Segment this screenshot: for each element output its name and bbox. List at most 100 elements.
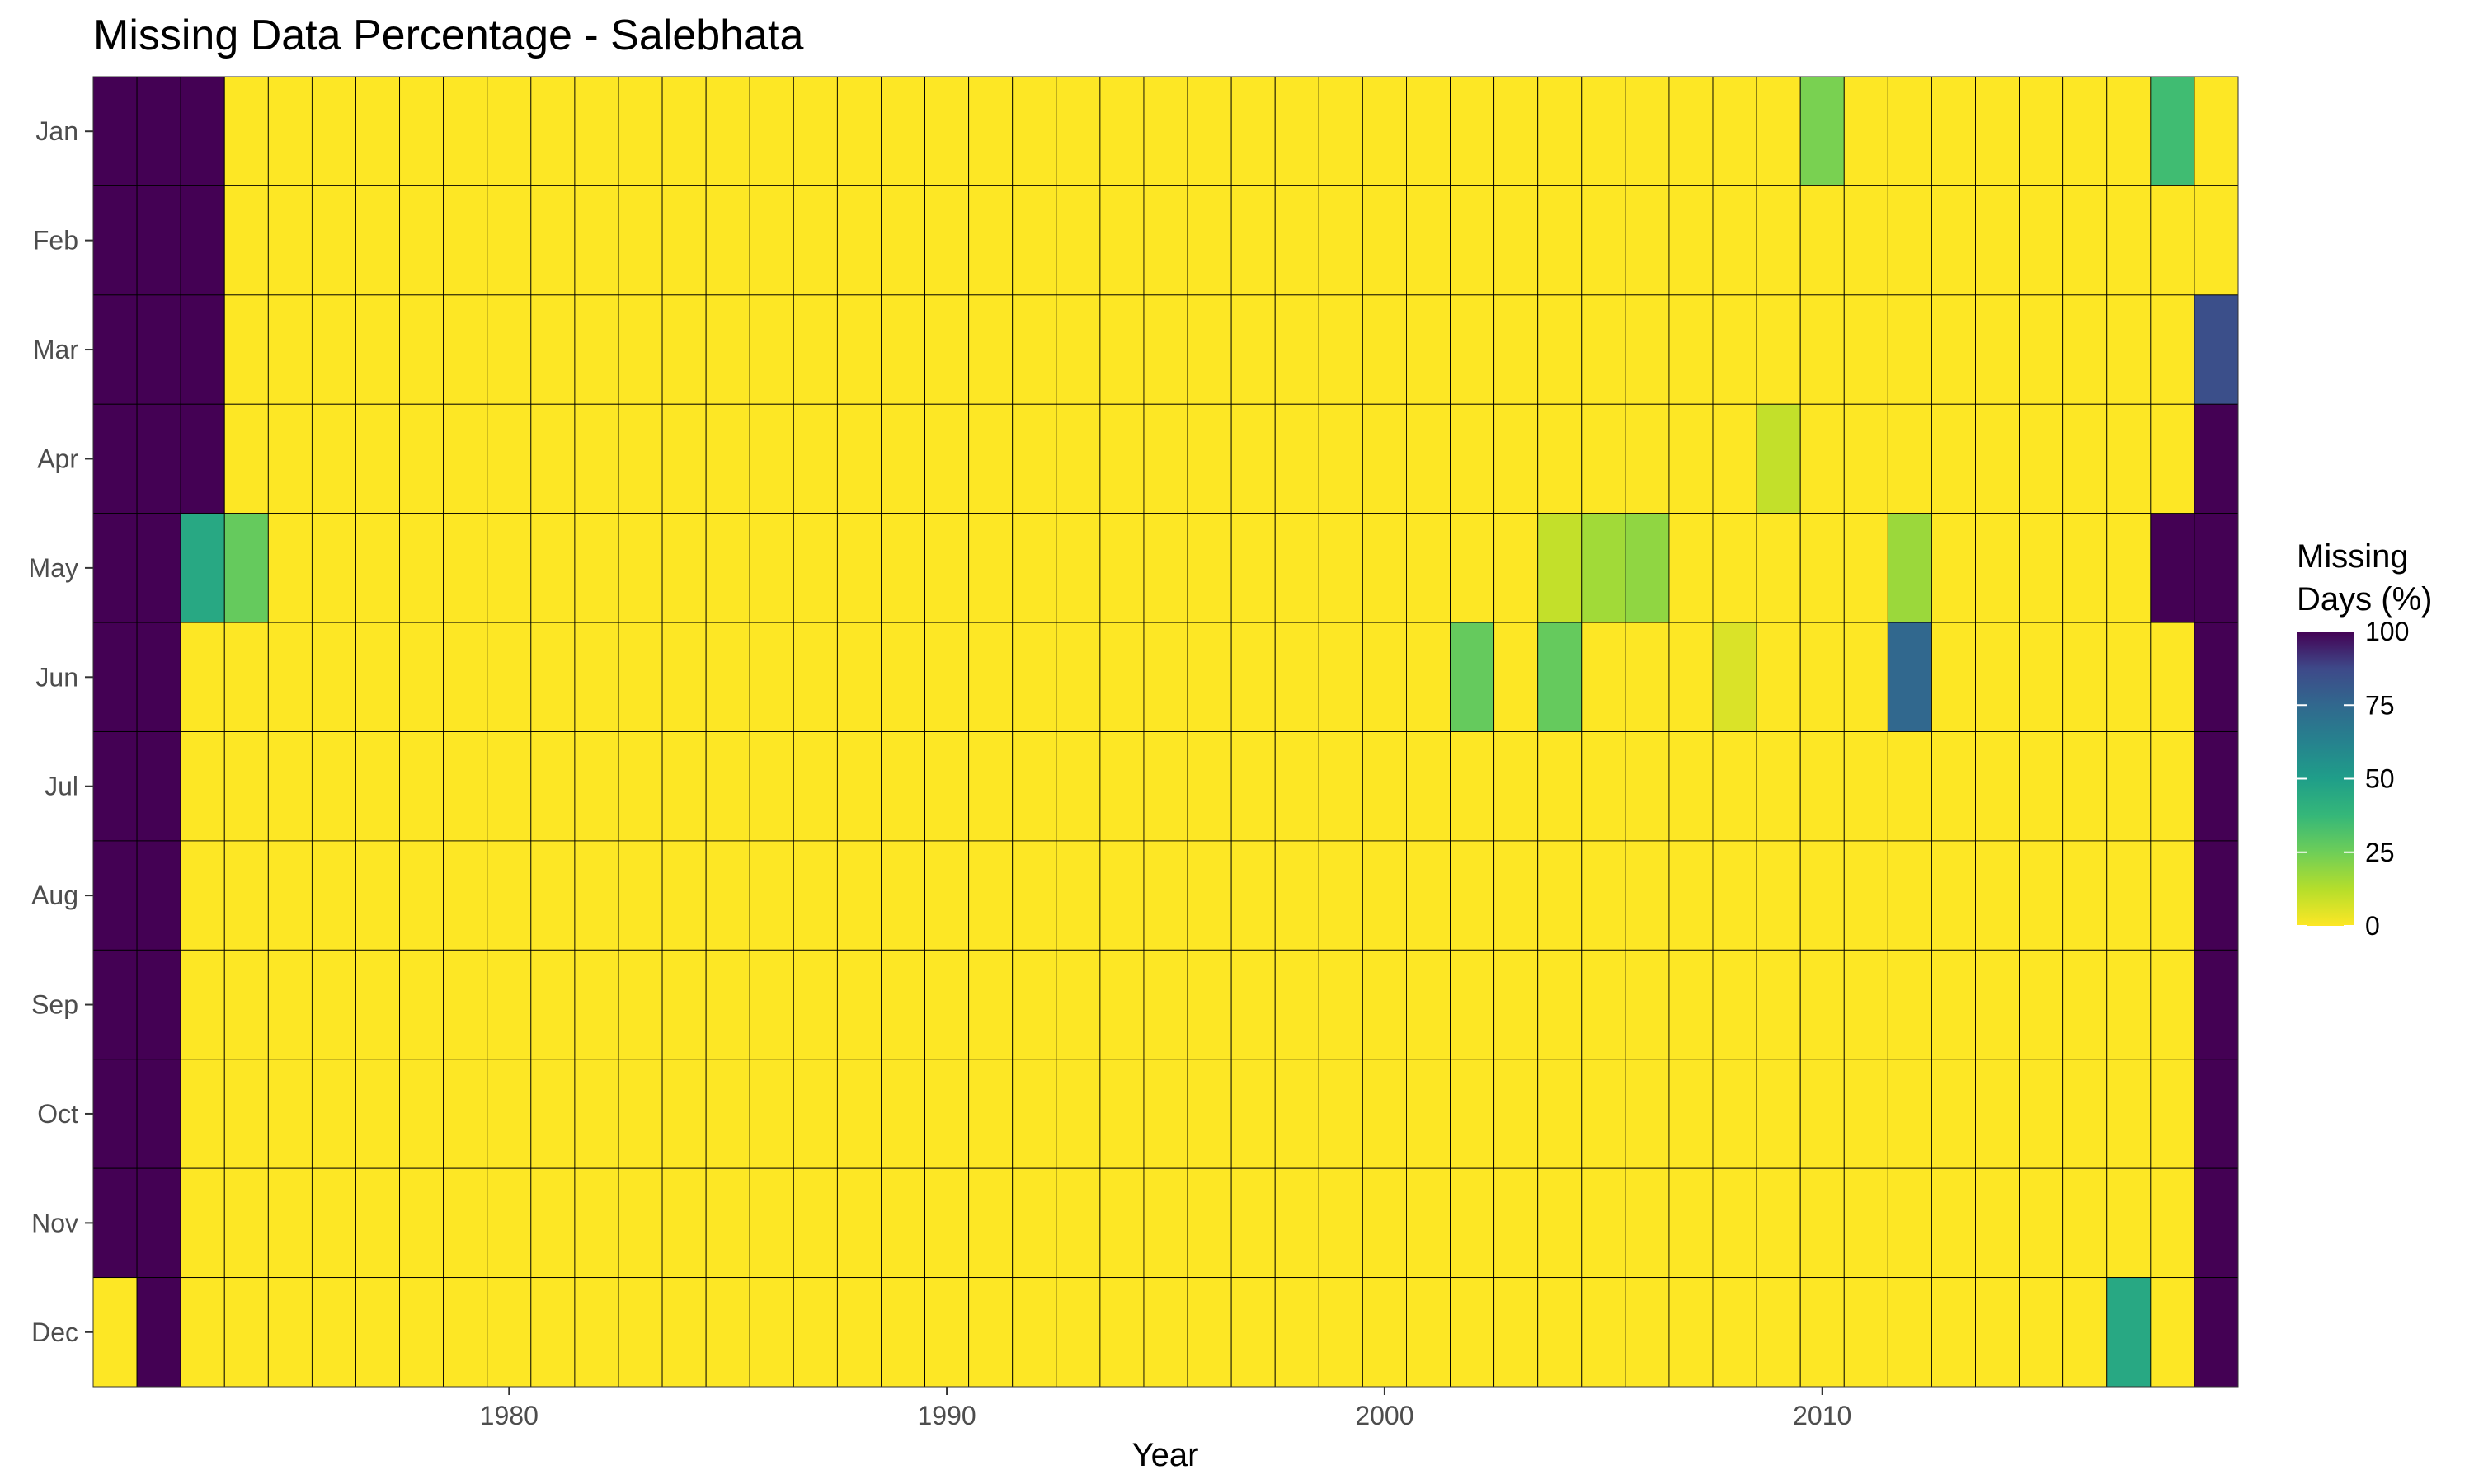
- heatmap-cell: [180, 185, 225, 296]
- heatmap-cell: [1625, 403, 1670, 514]
- heatmap-cell: [399, 185, 444, 296]
- heatmap-cell: [1099, 185, 1145, 296]
- heatmap-cell: [1274, 840, 1319, 951]
- heatmap-cell: [2062, 1167, 2108, 1279]
- heatmap-cell: [661, 1277, 707, 1388]
- heatmap-cell: [1362, 840, 1407, 951]
- heatmap-cell: [1099, 1167, 1145, 1279]
- heatmap-cell: [1668, 1167, 1714, 1279]
- heatmap-cell: [836, 185, 882, 296]
- heatmap-cell: [1318, 513, 1363, 623]
- heatmap-cell: [1799, 76, 1845, 186]
- heatmap-cell: [223, 1167, 269, 1279]
- heatmap-cell: [1668, 949, 1714, 1060]
- heatmap-cell: [443, 949, 488, 1060]
- heatmap-cell: [1450, 1059, 1495, 1169]
- heatmap-cell: [1537, 949, 1583, 1060]
- heatmap-cell: [1450, 1167, 1495, 1279]
- heatmap-cell: [574, 294, 619, 405]
- heatmap-cell: [355, 76, 401, 186]
- heatmap-cell: [1274, 1167, 1319, 1279]
- heatmap-cell: [1056, 1167, 1101, 1279]
- heatmap-cell: [1843, 185, 1888, 296]
- heatmap-cell: [1581, 949, 1626, 1060]
- heatmap-cell: [1537, 731, 1583, 842]
- x-tick-label: 1990: [917, 1401, 976, 1430]
- heatmap-cell: [92, 949, 138, 1060]
- heatmap-cell: [2019, 403, 2064, 514]
- heatmap-cell: [793, 185, 838, 296]
- heatmap-cell: [355, 1167, 401, 1279]
- heatmap-cell: [924, 294, 970, 405]
- heatmap-cell: [1012, 76, 1057, 186]
- heatmap-cell: [136, 185, 181, 296]
- heatmap-cell: [1012, 622, 1057, 732]
- heatmap-cell: [2150, 513, 2195, 623]
- heatmap-cell: [267, 1277, 313, 1388]
- heatmap-cell: [1493, 1059, 1539, 1169]
- heatmap-cell: [1143, 76, 1188, 186]
- y-tick-label: May: [29, 553, 78, 583]
- heatmap-cell: [443, 840, 488, 951]
- heatmap-cell: [443, 76, 488, 186]
- heatmap-cell: [1187, 622, 1232, 732]
- heatmap-cell: [836, 403, 882, 514]
- heatmap-cell: [1362, 294, 1407, 405]
- heatmap-cell: [487, 622, 532, 732]
- heatmap-cell: [223, 840, 269, 951]
- heatmap-cell: [1625, 76, 1670, 186]
- heatmap-cell: [1056, 1059, 1101, 1169]
- legend-tick-label: 25: [2365, 838, 2395, 867]
- heatmap-cell: [1668, 76, 1714, 186]
- heatmap-cell: [487, 185, 532, 296]
- heatmap-cell: [881, 1059, 926, 1169]
- heatmap-cell: [1975, 949, 2020, 1060]
- heatmap-cell: [2194, 1277, 2239, 1388]
- heatmap-cell: [1056, 622, 1101, 732]
- heatmap-cell: [1931, 185, 1976, 296]
- heatmap-cell: [1625, 1277, 1670, 1388]
- heatmap-cell: [1230, 403, 1276, 514]
- heatmap-cell: [2194, 840, 2239, 951]
- heatmap-cell: [661, 513, 707, 623]
- heatmap-cell: [223, 403, 269, 514]
- heatmap-cell: [1056, 731, 1101, 842]
- heatmap-cell: [1143, 1167, 1188, 1279]
- heatmap-cell: [1405, 731, 1451, 842]
- heatmap-cell: [1230, 840, 1276, 951]
- heatmap-cell: [1187, 185, 1232, 296]
- heatmap-cell: [399, 622, 444, 732]
- heatmap-cell: [705, 1059, 750, 1169]
- heatmap-cell: [574, 1277, 619, 1388]
- heatmap-cell: [1581, 840, 1626, 951]
- heatmap-cell: [1187, 403, 1232, 514]
- heatmap-cell: [2194, 622, 2239, 732]
- heatmap-cell: [836, 76, 882, 186]
- heatmap-cell: [1318, 1167, 1363, 1279]
- heatmap-cell: [1712, 294, 1757, 405]
- heatmap-cell: [574, 1059, 619, 1169]
- heatmap-cell: [618, 1059, 663, 1169]
- heatmap-cell: [1887, 403, 1932, 514]
- heatmap-cell: [399, 949, 444, 1060]
- heatmap-cell: [574, 622, 619, 732]
- heatmap-cell: [311, 403, 356, 514]
- heatmap-cell: [1493, 1277, 1539, 1388]
- heatmap-cell: [1012, 949, 1057, 1060]
- heatmap-cell: [1143, 403, 1188, 514]
- heatmap-cell: [1799, 731, 1845, 842]
- heatmap-cell: [1230, 1059, 1276, 1169]
- heatmap-cell: [1537, 513, 1583, 623]
- heatmap-cell: [1975, 294, 2020, 405]
- heatmap-cell: [1843, 731, 1888, 842]
- heatmap-cell: [705, 294, 750, 405]
- heatmap-cell: [793, 403, 838, 514]
- heatmap-cell: [2194, 294, 2239, 405]
- heatmap-cell: [92, 1277, 138, 1388]
- heatmap-cell: [793, 1277, 838, 1388]
- heatmap-cell: [924, 403, 970, 514]
- heatmap-cell: [1668, 840, 1714, 951]
- heatmap-cell: [2062, 513, 2108, 623]
- heatmap-cell: [1405, 1277, 1451, 1388]
- heatmap-cell: [2150, 294, 2195, 405]
